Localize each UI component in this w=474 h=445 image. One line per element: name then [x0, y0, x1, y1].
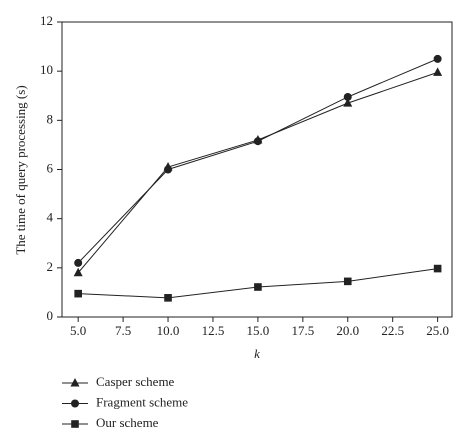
plot-frame	[61, 21, 453, 318]
marker	[164, 294, 172, 302]
x-tick-label: 20.0	[336, 323, 359, 338]
marker	[343, 98, 353, 107]
marker	[433, 54, 442, 63]
marker	[254, 283, 262, 291]
y-tick-label: 0	[47, 308, 54, 323]
x-tick-label: 7.5	[115, 323, 131, 338]
x-tick-label: 10.0	[157, 323, 180, 338]
legend-label: Our scheme	[96, 415, 159, 430]
y-tick-label: 4	[47, 210, 54, 225]
x-tick-label: 17.5	[291, 323, 314, 338]
legend-marker	[71, 399, 79, 408]
x-tick-label: 5.0	[70, 323, 86, 338]
marker	[343, 277, 352, 286]
y-tick-label: 6	[47, 160, 54, 175]
marker	[343, 92, 352, 101]
x-tick-label: 15.0	[247, 323, 270, 338]
marker	[164, 165, 173, 174]
legend-label: Fragment scheme	[96, 394, 188, 409]
marker	[73, 267, 83, 277]
series-line	[77, 58, 438, 264]
marker	[74, 289, 82, 298]
series-line	[77, 71, 438, 274]
x-axis-label: k	[254, 346, 260, 361]
marker	[433, 67, 443, 76]
y-tick-label: 12	[40, 13, 53, 28]
x-tick-label: 22.5	[381, 323, 404, 338]
y-axis-label: The time of query processing (s)	[13, 85, 28, 254]
legend-label: Casper scheme	[96, 374, 175, 389]
marker	[253, 137, 262, 146]
legend-marker	[70, 378, 80, 387]
marker	[433, 264, 442, 273]
series-line	[78, 268, 438, 299]
y-tick-label: 8	[47, 111, 54, 126]
x-tick-label: 12.5	[202, 323, 225, 338]
marker	[74, 258, 83, 267]
x-tick-label: 25.0	[426, 323, 449, 338]
y-tick-label: 10	[40, 62, 53, 77]
y-tick-label: 2	[47, 259, 54, 274]
legend-marker	[71, 420, 79, 428]
